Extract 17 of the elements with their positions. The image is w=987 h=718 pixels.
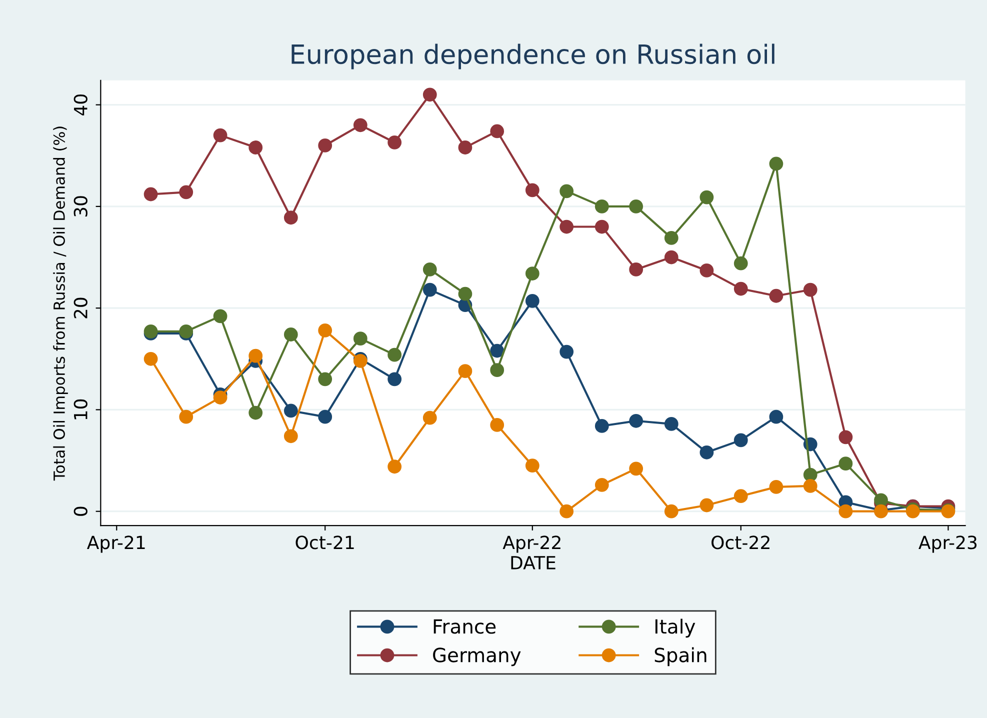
y-axis-title: Total Oil Imports from Russia / Oil Demand (%) <box>53 126 68 481</box>
y-tick-label: 10 <box>74 399 88 420</box>
x-tick-label: Oct-22 <box>712 536 770 550</box>
y-tick-label: 30 <box>74 196 88 217</box>
x-tick-label: Oct-21 <box>296 536 354 550</box>
y-tick-label: 20 <box>74 298 88 318</box>
x-axis-title: DATE <box>511 556 556 570</box>
x-tick-label: Apr-22 <box>502 536 560 553</box>
legend-label: France <box>434 619 496 634</box>
legend-label: Italy <box>655 618 696 638</box>
x-tick-label: Apr-23 <box>918 536 977 553</box>
legend-label: Spain <box>654 647 706 666</box>
y-tick-label: 40 <box>74 94 88 116</box>
x-tick-label: Apr-21 <box>86 536 145 553</box>
y-tick-label: 0 <box>74 506 88 516</box>
chart-title: European dependence on Russian oil <box>292 44 774 70</box>
legend-label: Germany <box>433 648 521 666</box>
